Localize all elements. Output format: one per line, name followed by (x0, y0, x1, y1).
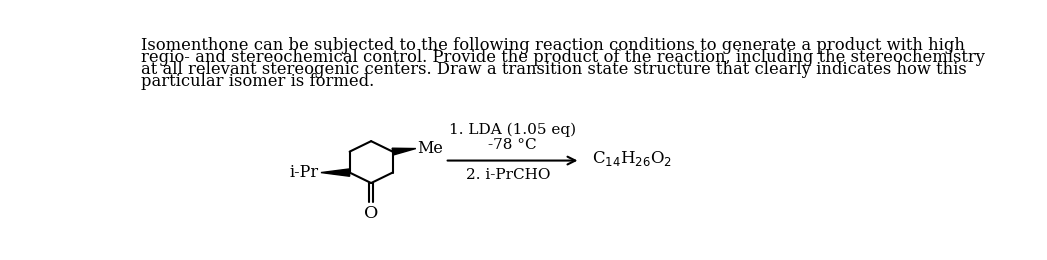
Text: Me: Me (418, 140, 443, 157)
Text: O: O (364, 205, 378, 222)
Polygon shape (321, 169, 350, 176)
Text: C$_{14}$H$_{26}$O$_{2}$: C$_{14}$H$_{26}$O$_{2}$ (592, 149, 672, 168)
Text: at all relevant stereogenic centers. Draw a transition state structure that clea: at all relevant stereogenic centers. Dra… (141, 61, 966, 78)
Text: 2. i-PrCHO: 2. i-PrCHO (466, 168, 551, 182)
Text: i-Pr: i-Pr (290, 164, 318, 181)
Text: Isomenthone can be subjected to the following reaction conditions to generate a : Isomenthone can be subjected to the foll… (141, 37, 965, 54)
Polygon shape (393, 148, 416, 155)
Text: 1. LDA (1.05 eq): 1. LDA (1.05 eq) (449, 123, 576, 138)
Text: particular isomer is formed.: particular isomer is formed. (141, 73, 374, 90)
Text: regio- and stereochemical control. Provide the product of the reaction, includin: regio- and stereochemical control. Provi… (141, 49, 985, 66)
Text: -78 °C: -78 °C (488, 138, 537, 152)
